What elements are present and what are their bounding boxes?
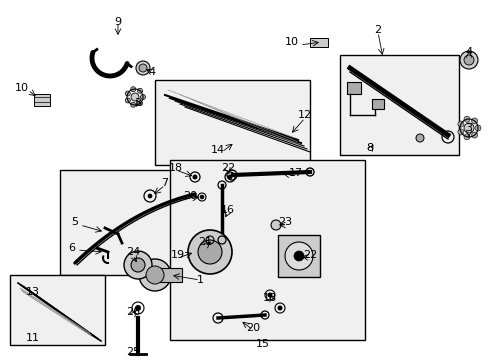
- Circle shape: [125, 91, 130, 96]
- Circle shape: [457, 129, 463, 135]
- Text: 25: 25: [126, 347, 140, 357]
- Text: 3: 3: [465, 123, 471, 133]
- Text: 26: 26: [126, 307, 140, 317]
- Bar: [195, 240, 224, 264]
- Text: 16: 16: [221, 205, 235, 215]
- Text: 20: 20: [245, 323, 260, 333]
- Text: 1: 1: [196, 275, 203, 285]
- Circle shape: [130, 87, 136, 92]
- Text: 11: 11: [26, 333, 40, 343]
- Circle shape: [137, 88, 142, 93]
- Text: 22: 22: [302, 250, 317, 260]
- Text: 10: 10: [15, 83, 29, 93]
- Text: 9: 9: [114, 17, 122, 27]
- Circle shape: [293, 251, 304, 261]
- Text: 18: 18: [168, 163, 183, 173]
- Text: 6: 6: [68, 243, 75, 253]
- Circle shape: [463, 123, 473, 133]
- Text: 21: 21: [198, 237, 212, 247]
- Text: 23: 23: [277, 217, 291, 227]
- Text: 24: 24: [125, 247, 140, 257]
- FancyBboxPatch shape: [155, 80, 309, 165]
- Circle shape: [139, 259, 171, 291]
- Circle shape: [459, 51, 477, 69]
- Text: 10: 10: [285, 37, 298, 47]
- FancyBboxPatch shape: [170, 160, 364, 340]
- Circle shape: [457, 121, 463, 127]
- Circle shape: [285, 242, 312, 270]
- FancyBboxPatch shape: [10, 275, 105, 345]
- Bar: [346, 82, 360, 94]
- Circle shape: [137, 101, 142, 106]
- Circle shape: [130, 102, 136, 107]
- Circle shape: [136, 61, 150, 75]
- Text: 13: 13: [26, 287, 40, 297]
- Bar: [34, 94, 50, 106]
- Text: 20: 20: [183, 191, 197, 201]
- Circle shape: [463, 116, 469, 122]
- Circle shape: [124, 251, 152, 279]
- Circle shape: [148, 194, 152, 198]
- Text: 12: 12: [297, 110, 311, 120]
- Bar: [309, 38, 327, 47]
- Circle shape: [474, 125, 480, 131]
- Circle shape: [470, 132, 477, 138]
- Text: 18: 18: [263, 293, 277, 303]
- Circle shape: [135, 305, 141, 311]
- Text: 2: 2: [374, 25, 381, 35]
- Bar: [160, 268, 182, 282]
- Circle shape: [146, 266, 163, 284]
- Text: 17: 17: [288, 168, 303, 178]
- FancyBboxPatch shape: [339, 55, 458, 155]
- Text: 14: 14: [210, 145, 224, 155]
- Circle shape: [198, 240, 222, 264]
- Circle shape: [131, 258, 145, 272]
- Circle shape: [139, 64, 147, 72]
- Text: 4: 4: [465, 47, 471, 57]
- Text: 5: 5: [71, 217, 79, 227]
- Text: 19: 19: [171, 250, 184, 260]
- Circle shape: [200, 195, 203, 199]
- Circle shape: [192, 175, 197, 180]
- Circle shape: [267, 292, 272, 297]
- Circle shape: [187, 230, 231, 274]
- Text: 15: 15: [256, 339, 269, 349]
- Text: 22: 22: [221, 163, 235, 173]
- Circle shape: [227, 175, 232, 180]
- Text: 3: 3: [134, 98, 141, 108]
- Text: 4: 4: [148, 67, 155, 77]
- FancyBboxPatch shape: [60, 170, 209, 275]
- Circle shape: [463, 134, 469, 140]
- Circle shape: [463, 55, 473, 65]
- Circle shape: [470, 118, 477, 124]
- Text: 7: 7: [161, 178, 168, 188]
- Bar: [371, 99, 383, 109]
- Circle shape: [277, 306, 282, 310]
- Circle shape: [125, 98, 130, 103]
- Circle shape: [131, 93, 139, 101]
- Circle shape: [415, 134, 423, 142]
- Circle shape: [270, 220, 281, 230]
- Circle shape: [140, 94, 145, 99]
- Bar: [278, 235, 319, 277]
- Text: 8: 8: [366, 143, 373, 153]
